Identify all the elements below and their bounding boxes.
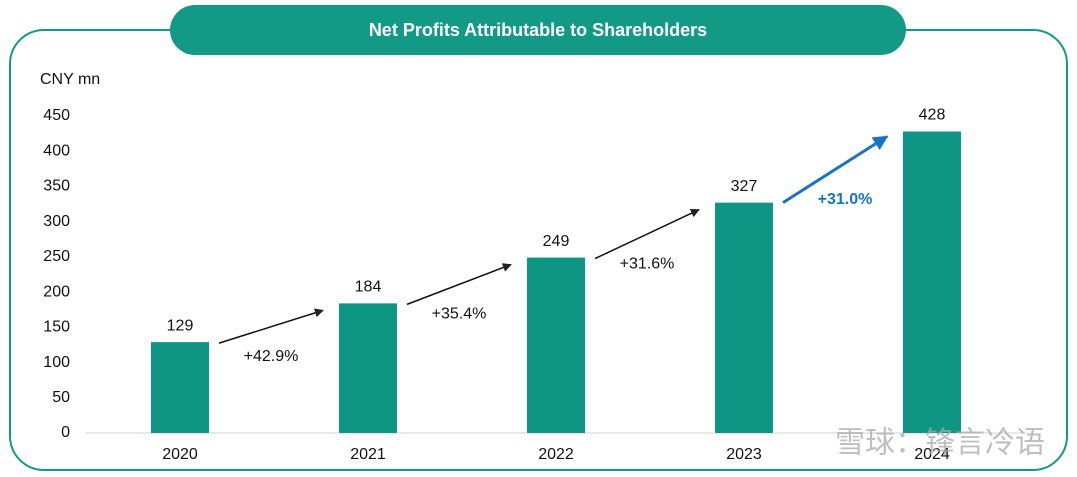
- growth-label: +31.6%: [620, 255, 675, 272]
- growth-arrow: [406, 263, 512, 306]
- x-tick-label: 2023: [726, 446, 762, 463]
- bar: [715, 202, 773, 433]
- y-tick-label: 250: [43, 248, 70, 265]
- growth-arrow: [218, 308, 324, 344]
- title-pill: [170, 5, 906, 55]
- growth-label: +42.9%: [244, 348, 299, 365]
- x-tick-label: 2020: [162, 446, 198, 463]
- growth-label: +35.4%: [432, 306, 487, 323]
- y-tick-label: 450: [43, 107, 70, 124]
- growth-arrow: [594, 208, 700, 260]
- y-tick-label: 200: [43, 283, 70, 300]
- y-tick-label: 150: [43, 319, 70, 336]
- y-axis-label: CNY mn: [40, 71, 100, 88]
- data-label: 327: [731, 178, 758, 195]
- bar: [903, 131, 961, 433]
- data-label: 184: [355, 279, 382, 296]
- data-label: 129: [167, 317, 194, 334]
- growth-arrow: [782, 135, 889, 204]
- bar: [339, 303, 397, 433]
- y-tick-label: 100: [43, 354, 70, 371]
- bar: [151, 342, 209, 433]
- x-tick-label: 2024: [914, 446, 950, 463]
- data-label: 428: [919, 107, 946, 124]
- data-label: 249: [543, 233, 570, 250]
- y-tick-label: 300: [43, 213, 70, 230]
- growth-label: +31.0%: [818, 191, 873, 208]
- x-tick-label: 2022: [538, 446, 574, 463]
- y-tick-label: 50: [52, 389, 70, 406]
- x-tick-label: 2021: [350, 446, 386, 463]
- y-tick-label: 0: [61, 424, 70, 441]
- chart-title: Net Profits Attributable to Shareholders: [369, 20, 707, 40]
- y-tick-label: 350: [43, 178, 70, 195]
- watermark: 雪球：锋言冷语: [835, 426, 1045, 461]
- y-tick-label: 400: [43, 142, 70, 159]
- bar: [527, 257, 585, 433]
